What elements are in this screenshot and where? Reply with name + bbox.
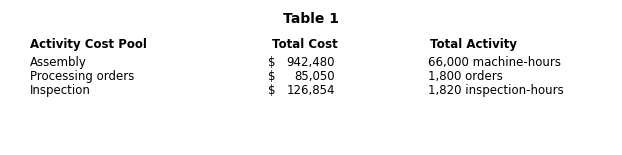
Text: 1,800 orders: 1,800 orders: [428, 70, 503, 83]
Text: $: $: [268, 56, 276, 69]
Text: $: $: [268, 70, 276, 83]
Text: 126,854: 126,854: [287, 84, 335, 97]
Text: Total Activity: Total Activity: [430, 38, 517, 51]
Text: Assembly: Assembly: [30, 56, 87, 69]
Text: 942,480: 942,480: [287, 56, 335, 69]
Text: Table 1: Table 1: [283, 12, 339, 26]
Text: Total Cost: Total Cost: [272, 38, 338, 51]
Text: Activity Cost Pool: Activity Cost Pool: [30, 38, 147, 51]
Text: 1,820 inspection-hours: 1,820 inspection-hours: [428, 84, 564, 97]
Text: 66,000 machine-hours: 66,000 machine-hours: [428, 56, 561, 69]
Text: Inspection: Inspection: [30, 84, 91, 97]
Text: 85,050: 85,050: [294, 70, 335, 83]
Text: $: $: [268, 84, 276, 97]
Text: Processing orders: Processing orders: [30, 70, 134, 83]
